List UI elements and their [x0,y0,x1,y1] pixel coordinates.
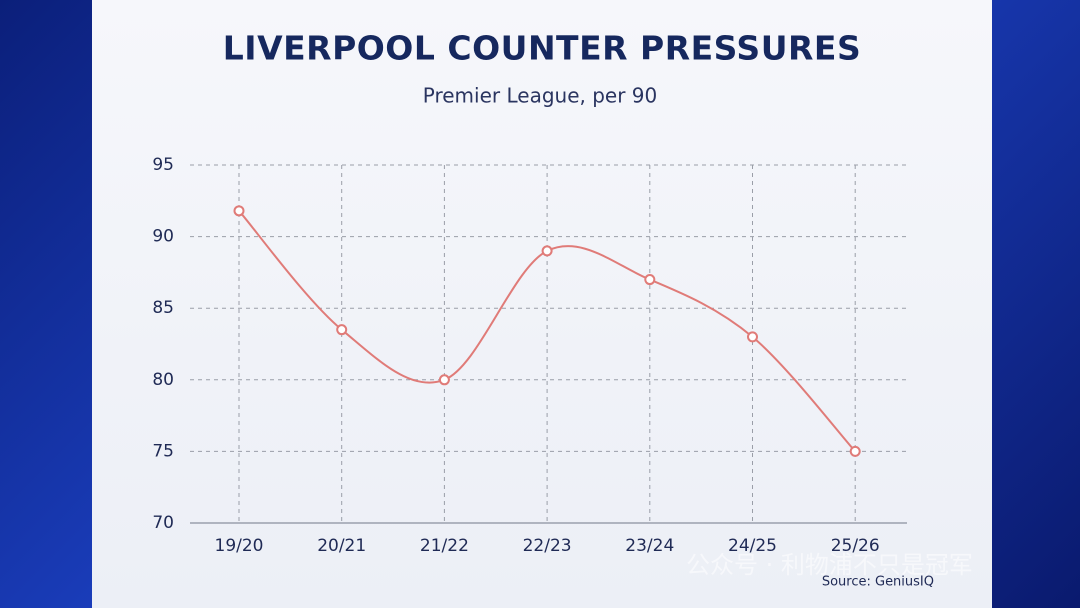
point [747,331,758,343]
point [438,374,450,386]
point [233,205,245,217]
x-tick-label: 22/23 [523,536,572,556]
point [849,445,861,457]
y-tick-label: 90 [152,227,174,247]
x-tick-label: 21/22 [420,536,469,556]
y-tick-label: 75 [152,441,174,461]
x-tick-label: 24/25 [728,536,777,556]
y-tick-label: 85 [152,298,174,318]
source: Source: GeniusIQ [822,575,934,590]
y-tick-label: 80 [152,370,174,390]
chart-title: LIVERPOOL COUNTER PRESSURES [223,29,861,68]
y-tick-label: 95 [152,155,174,175]
point [644,274,656,286]
watermark: 公众号 · 利物浦不只是冠军 [686,551,973,579]
x-tick-label: 25/26 [831,536,880,556]
x-tick-label: 23/24 [625,536,674,556]
point [541,245,553,257]
point [336,324,348,336]
x-tick-label: 20/21 [317,536,366,556]
x-tick-label: 19/20 [215,536,264,556]
chart-subtitle: Premier League, per 90 [423,84,658,108]
y-tick-label: 70 [152,513,174,533]
chart-panel [92,0,992,608]
